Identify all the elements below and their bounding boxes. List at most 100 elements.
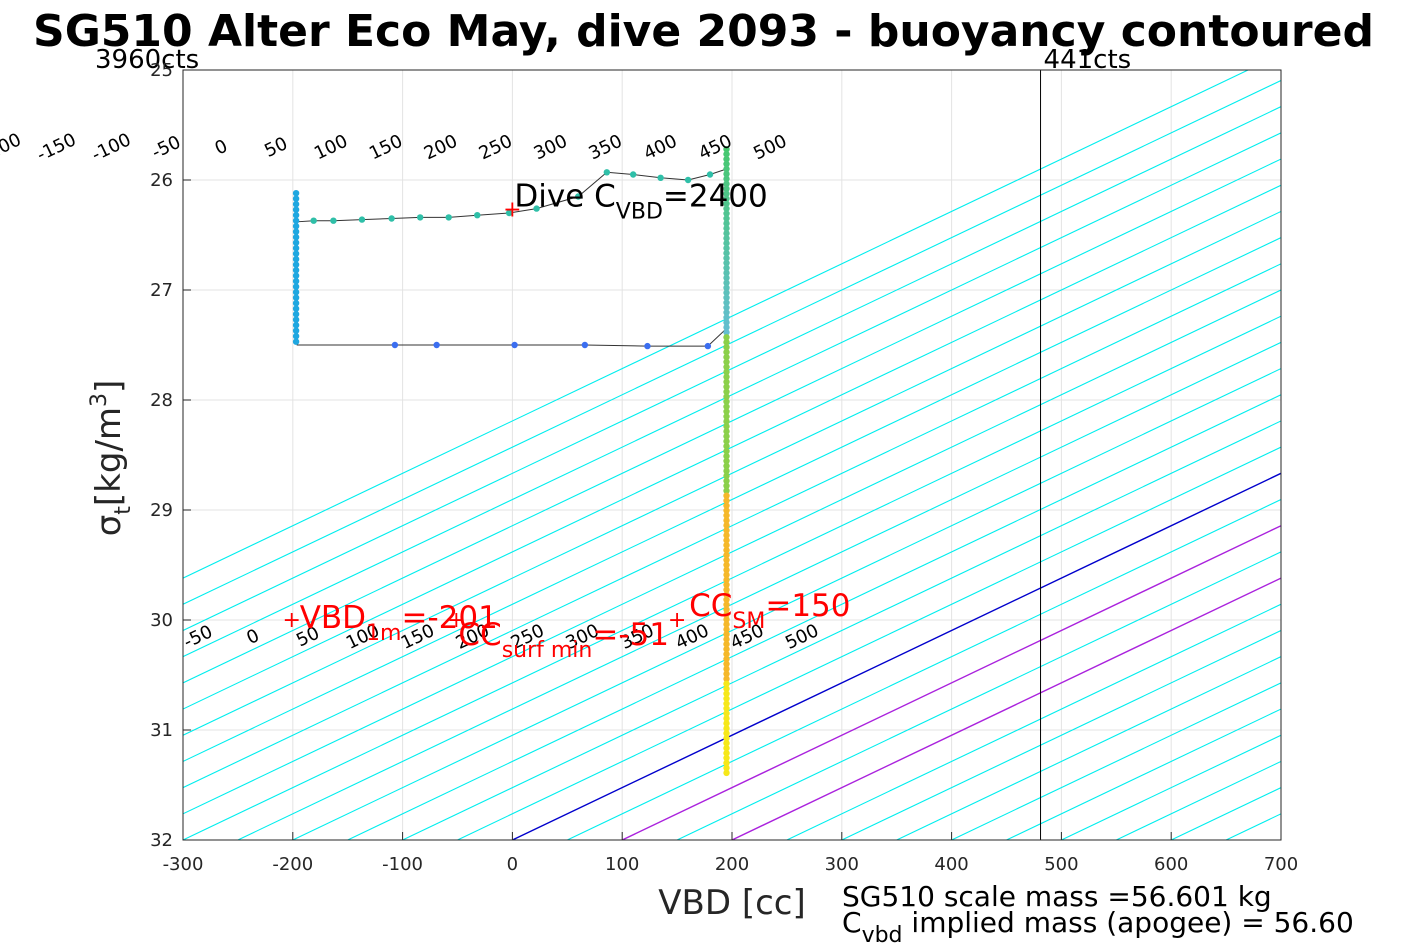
point-left-column bbox=[292, 333, 300, 340]
contour-line bbox=[567, 498, 1281, 840]
contour-line bbox=[1280, 839, 1281, 840]
point-right-column bbox=[723, 551, 730, 559]
point-lower-leg bbox=[391, 341, 399, 349]
point-right-column bbox=[723, 715, 730, 722]
point-left-column bbox=[292, 195, 300, 202]
point-right-column bbox=[723, 764, 730, 772]
point-right-column bbox=[723, 274, 730, 282]
contour-label: 350 bbox=[586, 131, 626, 165]
point-upper-leg bbox=[358, 216, 366, 223]
point-right-column bbox=[723, 532, 730, 539]
point-right-column bbox=[723, 368, 730, 376]
cc-surf-min-label: CCsurf min=-51 bbox=[458, 617, 669, 663]
point-right-column bbox=[723, 279, 730, 287]
x-axis-label: VBD [cc] bbox=[658, 883, 806, 923]
point-right-column bbox=[723, 249, 730, 257]
point-lower-leg bbox=[704, 342, 712, 350]
point-right-column bbox=[723, 546, 730, 554]
point-right-column bbox=[723, 160, 730, 168]
point-right-column bbox=[723, 497, 730, 504]
contour-label: 300 bbox=[531, 131, 571, 165]
contour-label: 250 bbox=[476, 131, 516, 165]
point-upper-leg bbox=[629, 171, 637, 178]
point-right-column bbox=[723, 601, 730, 608]
point-right-column bbox=[723, 418, 730, 425]
point-right-column bbox=[723, 428, 730, 435]
point-right-column bbox=[723, 269, 730, 277]
chart-title: SG510 Alter Eco May, dive 2093 - buoyanc… bbox=[33, 6, 1374, 57]
plot-axes: 3960cts 441cts bbox=[95, 45, 1282, 841]
y-tick-label: 27 bbox=[150, 280, 173, 301]
point-right-column bbox=[723, 472, 730, 480]
point-right-column bbox=[723, 507, 730, 514]
contour-line bbox=[1391, 70, 1417, 840]
point-right-column bbox=[723, 566, 730, 574]
contour-line bbox=[183, 132, 1281, 658]
point-right-column bbox=[723, 650, 730, 658]
point-right-column bbox=[723, 527, 730, 534]
point-right-column bbox=[723, 200, 730, 207]
point-right-column bbox=[723, 235, 730, 242]
point-right-column bbox=[723, 344, 730, 351]
point-left-column bbox=[292, 322, 300, 329]
point-right-column bbox=[723, 611, 730, 618]
point-right-column bbox=[723, 759, 730, 767]
point-right-column bbox=[723, 150, 730, 158]
point-right-column bbox=[723, 655, 730, 663]
x-tick-label: 500 bbox=[1044, 854, 1078, 875]
trajectory-line bbox=[296, 152, 728, 774]
point-upper-leg bbox=[533, 205, 540, 212]
contour-line bbox=[1225, 813, 1281, 840]
point-right-column bbox=[723, 492, 730, 499]
point-left-column bbox=[292, 311, 300, 318]
point-right-column bbox=[723, 467, 730, 475]
x-tick-label: 600 bbox=[1154, 854, 1188, 875]
point-lower-leg bbox=[433, 341, 440, 349]
point-right-column bbox=[723, 542, 730, 549]
dive-points bbox=[292, 146, 730, 777]
point-right-column bbox=[723, 769, 730, 777]
point-right-column bbox=[723, 403, 730, 410]
point-right-column bbox=[723, 616, 730, 623]
point-left-column bbox=[292, 316, 300, 323]
contour-label: 500 bbox=[750, 131, 790, 165]
vbd-1m-label: VBD1m=-201 bbox=[300, 600, 498, 646]
point-left-column bbox=[292, 300, 300, 307]
point-right-column bbox=[723, 195, 730, 202]
point-right-column bbox=[723, 155, 730, 163]
point-upper-leg bbox=[474, 212, 481, 219]
y-label-unit: [kg/m bbox=[89, 407, 129, 506]
point-right-column bbox=[723, 423, 730, 430]
point-left-column bbox=[292, 338, 300, 345]
point-right-column bbox=[723, 165, 730, 173]
point-right-column bbox=[723, 180, 730, 188]
point-right-column bbox=[723, 561, 730, 569]
point-right-column bbox=[723, 571, 730, 579]
point-right-column bbox=[723, 383, 730, 390]
point-right-column bbox=[723, 705, 730, 712]
point-right-column bbox=[723, 205, 730, 212]
point-right-column bbox=[723, 740, 730, 747]
point-left-column bbox=[292, 228, 300, 235]
point-right-column bbox=[723, 537, 730, 544]
y-axis-label: σt[kg/m3] bbox=[87, 380, 136, 537]
point-right-column bbox=[723, 636, 730, 643]
point-upper-leg bbox=[575, 193, 582, 200]
contour-line bbox=[183, 263, 1281, 789]
contour-line bbox=[183, 315, 1281, 840]
point-lower-leg bbox=[644, 342, 651, 350]
scale-mass-text: SG510 scale mass =56.601 kg bbox=[842, 880, 1272, 913]
point-right-column bbox=[723, 220, 730, 227]
y-tick-label: 25 bbox=[150, 60, 173, 81]
point-right-column bbox=[723, 710, 730, 717]
y-tick-label: 31 bbox=[150, 720, 173, 741]
point-right-column bbox=[723, 363, 730, 371]
y-label-sym: σ bbox=[89, 515, 129, 537]
point-right-column bbox=[723, 631, 730, 638]
x-tick-label: -100 bbox=[382, 854, 423, 875]
point-right-column bbox=[723, 210, 730, 217]
point-left-column bbox=[292, 261, 300, 268]
point-right-column bbox=[723, 334, 730, 341]
point-right-column bbox=[723, 443, 730, 450]
